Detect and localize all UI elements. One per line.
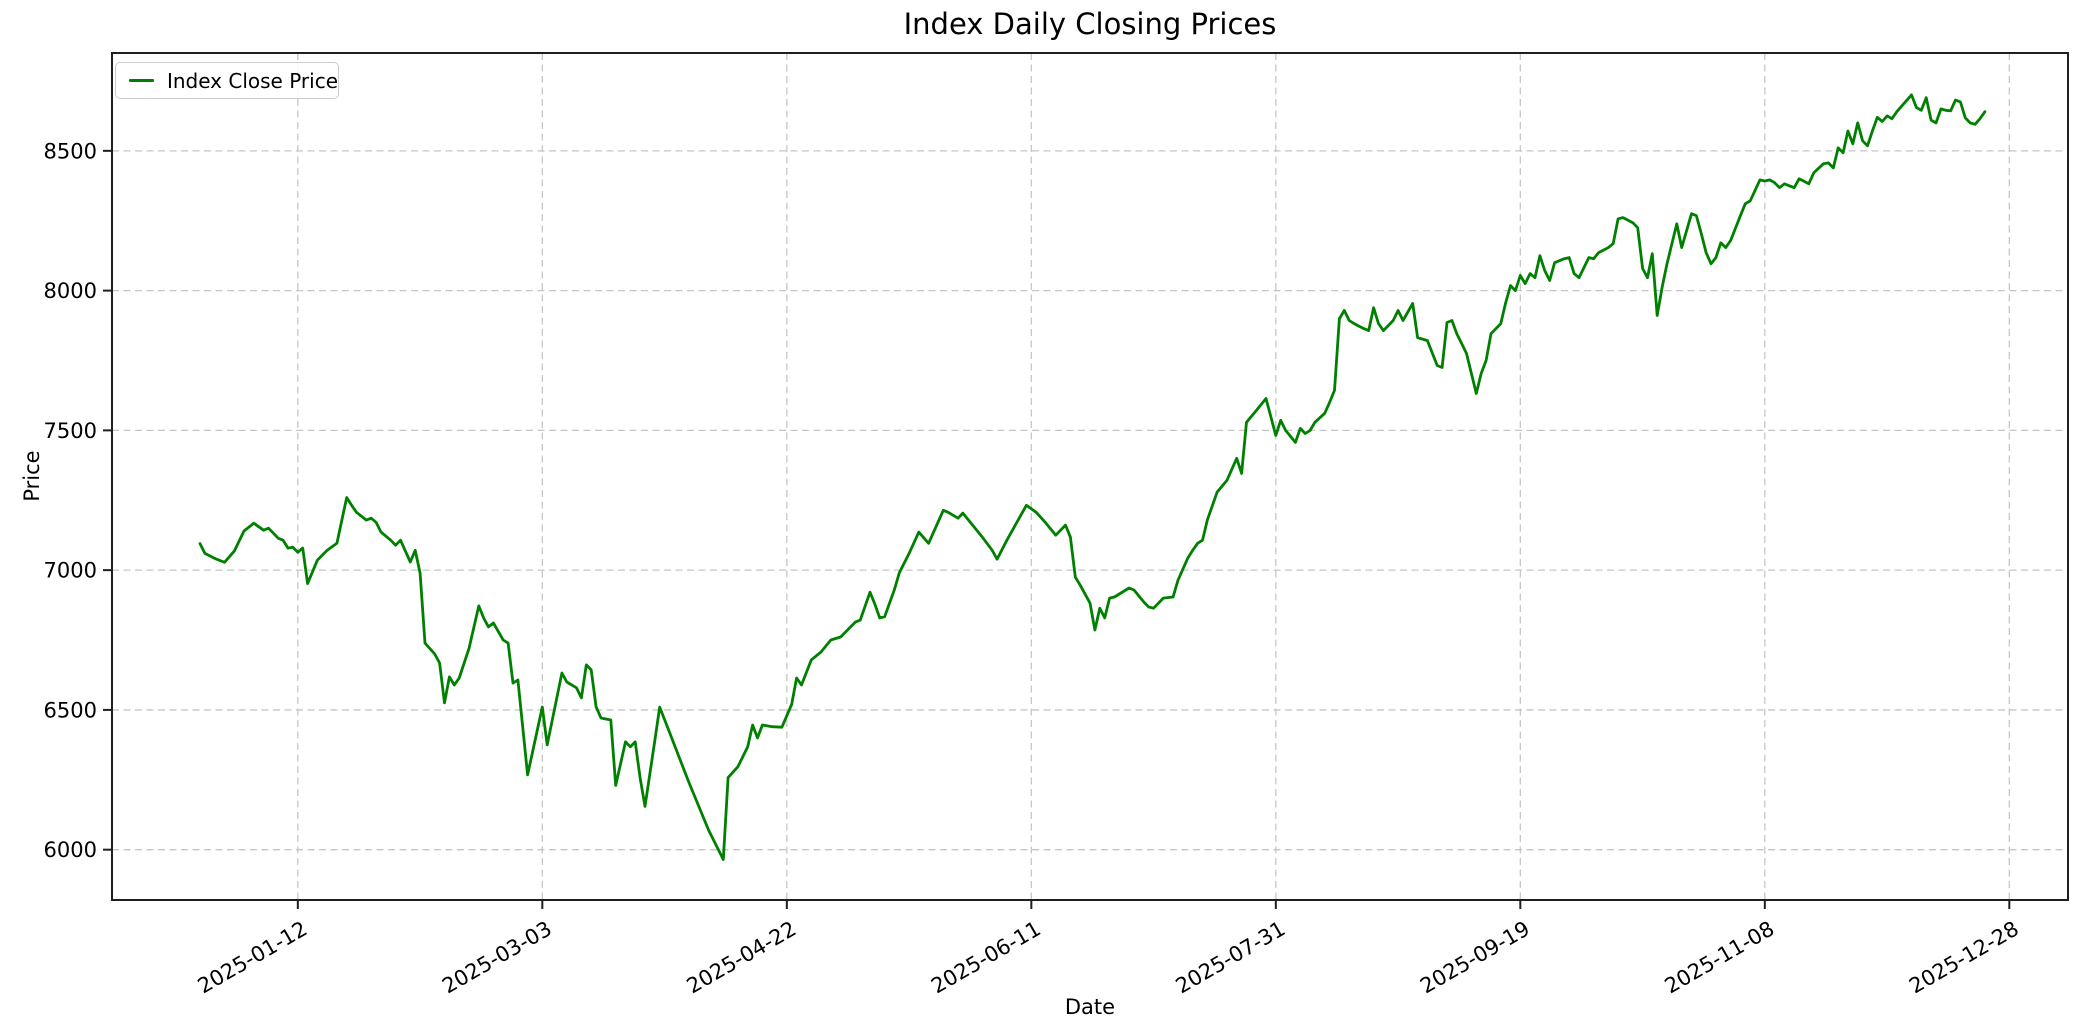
y-tick-label: 8500 [44, 139, 97, 163]
x-tick-label: 2025-04-22 [683, 917, 801, 999]
x-tick-label: 2025-12-28 [1905, 917, 2023, 999]
index-close-price-line [198, 93, 1987, 861]
x-tick-label: 2025-01-12 [194, 917, 312, 999]
y-tick-label: 6000 [44, 838, 97, 862]
legend: Index Close Price [115, 62, 339, 99]
legend-line-swatch [129, 78, 154, 83]
legend-label: Index Close Price [166, 68, 338, 93]
y-tick-label: 8000 [44, 279, 97, 303]
x-tick-label: 2025-06-11 [927, 917, 1045, 999]
y-tick-label: 7000 [44, 559, 97, 583]
chart-title: Index Daily Closing Prices [903, 7, 1277, 41]
x-tick-label: 2025-07-31 [1172, 917, 1290, 999]
y-tick-label: 6500 [44, 698, 97, 722]
x-tick-label: 2025-11-08 [1661, 917, 1779, 999]
x-tick-label: 2025-09-19 [1416, 917, 1534, 999]
x-axis-title: Date [1064, 995, 1116, 1019]
y-tick-label: 7500 [44, 419, 97, 443]
x-tick-label: 2025-03-03 [438, 917, 556, 999]
plot-border [111, 52, 2069, 901]
y-axis-title: Price [20, 450, 44, 502]
